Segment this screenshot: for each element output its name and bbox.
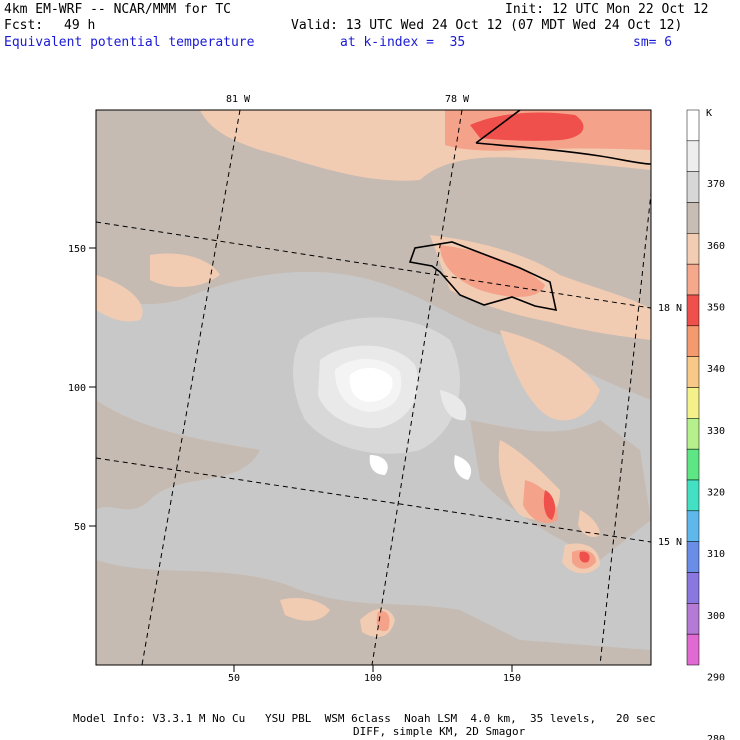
- colorbar-swatch: [686, 541, 700, 573]
- colorbar-level-label: 300: [707, 611, 725, 622]
- lat-label-15n: 15 N: [658, 537, 682, 548]
- colorbar-swatch: [686, 603, 700, 635]
- colorbar-swatch: [686, 510, 700, 542]
- smoothing: sm= 6: [633, 35, 673, 50]
- colorbar-swatch: [686, 479, 700, 512]
- colorbar-level-label: 340: [707, 364, 725, 375]
- colorbar-swatch: [686, 387, 700, 419]
- init-time: Init: 12 UTC Mon 22 Oct 12: [505, 2, 709, 17]
- model-info-line2: DIFF, simple KM, 2D Smagor: [353, 725, 526, 738]
- colorbar: [686, 109, 700, 666]
- y-tick-label: 150: [68, 244, 86, 255]
- colorbar-swatch: [686, 448, 700, 481]
- colorbar-level-label: 370: [707, 179, 725, 190]
- colorbar-swatch: [686, 171, 700, 203]
- colorbar-level-label: 290: [707, 672, 725, 683]
- colorbar-swatch: [686, 202, 700, 234]
- model-title: 4km EM-WRF -- NCAR/MMM for TC: [4, 2, 231, 17]
- colorbar-swatch: [686, 572, 700, 604]
- colorbar-swatch: [686, 294, 700, 327]
- lon-label-81w: 81 W: [226, 94, 251, 105]
- colorbar-swatch: [686, 233, 700, 265]
- lon-label-78w: 78 W: [445, 94, 470, 105]
- colorbar-swatch: [686, 325, 700, 357]
- x-tick-label: 150: [503, 673, 521, 684]
- lat-label-18n: 18 N: [658, 303, 682, 314]
- colorbar-swatch: [686, 140, 700, 172]
- colorbar-level-label: 280: [707, 734, 725, 740]
- y-tick-label: 50: [74, 522, 86, 533]
- colorbar-level-label: 320: [707, 487, 725, 498]
- x-tick-label: 100: [364, 673, 382, 684]
- colorbar-swatch: [686, 633, 700, 666]
- colorbar-swatch: [686, 109, 700, 142]
- colorbar-level-label: 350: [707, 302, 725, 313]
- k-index: at k-index = 35: [340, 35, 466, 50]
- colorbar-swatch: [686, 263, 700, 296]
- field-name: Equivalent potential temperature: [4, 35, 255, 50]
- colorbar-swatch: [686, 418, 700, 450]
- colorbar-level-label: 360: [707, 241, 725, 252]
- model-info: Model Info: V3.3.1 M No Cu YSU PBL WSM 6…: [73, 712, 656, 725]
- fcst-value: 49 h: [64, 18, 96, 33]
- colorbar-level-label: 310: [707, 549, 725, 560]
- fcst-label: Fcst:: [4, 18, 44, 33]
- valid-time: Valid: 13 UTC Wed 24 Oct 12 (07 MDT Wed …: [291, 18, 683, 33]
- colorbar-swatch: [686, 356, 700, 388]
- y-tick-label: 100: [68, 383, 86, 394]
- x-tick-label: 50: [228, 673, 240, 684]
- colorbar-level-label: 330: [707, 426, 725, 437]
- theta-e-field: [96, 110, 651, 665]
- colorbar-unit: K: [706, 108, 712, 119]
